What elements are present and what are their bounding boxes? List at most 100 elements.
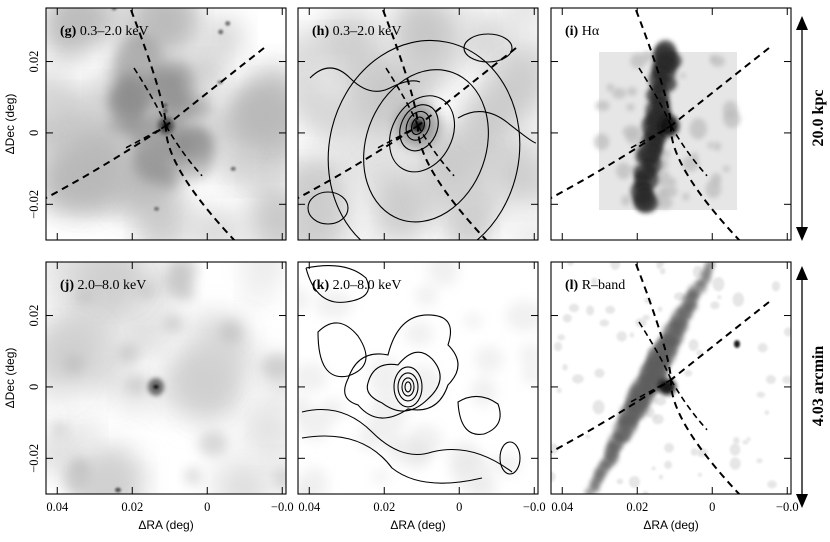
y-tick-label: 0 [27, 130, 41, 136]
inner-cone-line [125, 125, 167, 149]
panel-frame [45, 7, 287, 241]
inner-cone-line [417, 125, 455, 177]
diffuse-emission [219, 319, 244, 344]
panel-label-i: (i) Hα [565, 24, 600, 39]
point-source [115, 487, 121, 493]
contour-line [405, 110, 431, 141]
panel-frame [297, 7, 539, 241]
panels-layer: (g) 0.3–2.0 keV 0.02 0 −0.02 ΔDec (deg) (h) 0… [3, 7, 799, 532]
background-noise [659, 267, 666, 275]
diffuse-emission [268, 452, 286, 469]
x-tick-label: 0 [456, 500, 462, 514]
background-noise [764, 410, 770, 415]
diffuse-emission [316, 8, 384, 82]
point-source [162, 103, 168, 108]
background-noise [591, 277, 598, 286]
panel-image-g [46, 8, 286, 240]
contour-line [307, 191, 349, 225]
contour-line [317, 322, 367, 378]
background-noise [557, 334, 566, 341]
diffuse-emission [245, 277, 270, 307]
contour-line [301, 435, 483, 484]
panel-letter: (i) [565, 24, 579, 39]
diffuse-emission [298, 362, 328, 393]
background-noise [729, 457, 741, 470]
x-tick-label: 0 [204, 500, 210, 514]
diffuse-emission [137, 281, 155, 300]
y-tick-label: 0 [27, 384, 41, 390]
diffuse-emission [415, 284, 438, 307]
halpha-knot [723, 109, 741, 129]
background-noise [556, 387, 562, 394]
diffuse-emission [47, 18, 86, 63]
x-axis-title: ΔRA (deg) [138, 518, 193, 532]
diffuse-emission [62, 353, 85, 375]
scale-bar-top-arrow-down [796, 227, 808, 241]
x-tick-label: 0.04 [551, 500, 574, 514]
y-tick-label: 0.02 [27, 51, 41, 73]
background-noise [710, 301, 720, 310]
diffuse-emission [318, 94, 361, 149]
panel-band: 2.0–8.0 keV [74, 278, 146, 293]
diffuse-emission [397, 8, 456, 59]
scale-bar-label-kpc: 20.0 kpc [810, 90, 827, 147]
background-noise [688, 339, 699, 351]
background-noise [757, 342, 768, 353]
panel-frame [550, 7, 792, 241]
inner-cone-line [385, 67, 419, 127]
annotation-layer: 20.0 kpc 4.03 arcmin [796, 16, 827, 508]
background-noise [783, 327, 791, 337]
contour-line [411, 116, 425, 136]
background-noise [657, 306, 663, 312]
halpha-knot [705, 180, 722, 199]
diffuse-emission [77, 416, 98, 440]
background-noise [692, 265, 703, 279]
background-noise [717, 295, 722, 300]
diffuse-emission [505, 301, 538, 332]
panel-band: 0.3–2.0 keV [329, 24, 401, 39]
background-noise [616, 478, 624, 485]
point-source [162, 108, 168, 114]
halpha-knot [594, 133, 610, 151]
background-noise [733, 436, 740, 445]
scale-bar-bottom-arrow-down [796, 494, 808, 508]
halpha-knot [722, 165, 730, 173]
diffuse-emission [207, 18, 241, 59]
point-source [111, 8, 117, 11]
background-noise [767, 480, 777, 489]
diffuse-emission [255, 410, 277, 436]
contour-line [397, 372, 419, 402]
x-axis-title: ΔRA (deg) [390, 518, 445, 532]
background-noise [616, 331, 627, 342]
diffuse-emission [216, 470, 269, 494]
diffuse-emission [298, 286, 309, 313]
panel-letter: (k) [312, 278, 329, 293]
diffuse-emission [461, 207, 487, 240]
contour-line [363, 69, 489, 223]
background-noise [642, 490, 649, 494]
diffuse-emission [423, 140, 482, 205]
contour-line [344, 314, 459, 419]
diffuse-emission [404, 321, 434, 346]
background-noise [664, 442, 674, 453]
diffuse-emission [260, 353, 286, 379]
panel-j: (j) 2.0–8.0 keV 0.02 0 −0.02 ΔDec (deg) 0.04 0… [3, 261, 294, 532]
diffuse-emission [368, 356, 402, 398]
diffuse-emission [237, 89, 286, 136]
panel-band: R–band [578, 278, 625, 293]
background-noise [562, 364, 568, 371]
halpha-knot [679, 73, 686, 79]
contour-line [399, 104, 439, 152]
nucleus-source [153, 385, 159, 389]
background-noise [553, 341, 563, 352]
x-tick-label: 0.04 [298, 500, 321, 514]
diffuse-emission [198, 430, 228, 457]
contour-line [463, 33, 513, 63]
diffuse-emission [452, 452, 493, 494]
background-noise [592, 400, 605, 415]
star [734, 340, 740, 348]
halpha-knot [621, 194, 631, 206]
panel-band: 2.0–8.0 keV [329, 278, 401, 293]
x-tick-label: 0 [709, 500, 715, 514]
